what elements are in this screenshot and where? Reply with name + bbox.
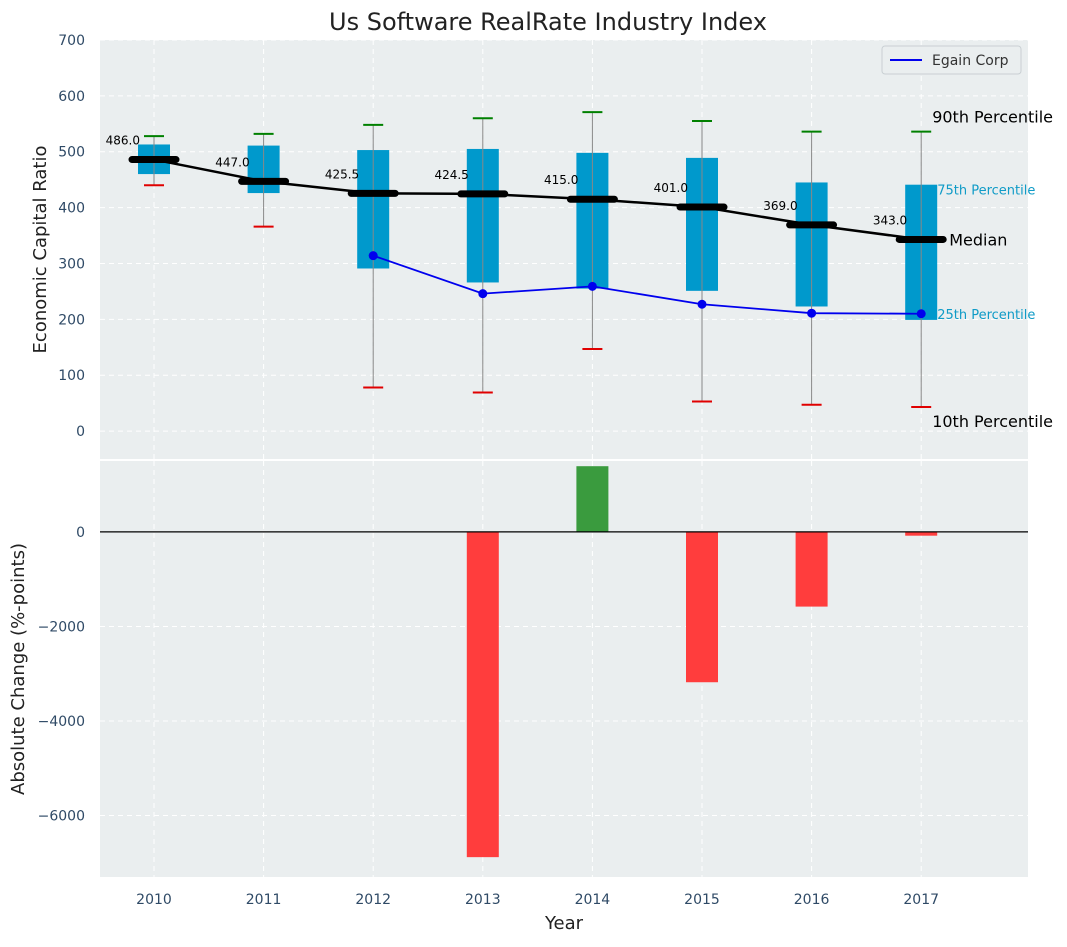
bottom-ytick-label-3: −6000 — [38, 809, 85, 825]
xtick-label-2012: 2012 — [355, 892, 391, 908]
xtick-label-2010: 2010 — [136, 892, 172, 908]
top-panel-background — [100, 40, 1028, 459]
xtick-label-2017: 2017 — [903, 892, 939, 908]
median-label-2017: 343.0 — [873, 213, 907, 227]
median-label-2012: 425.5 — [325, 167, 359, 181]
chart-title: Us Software RealRate Industry Index — [329, 8, 767, 36]
xtick-label-2014: 2014 — [575, 892, 611, 908]
bottom-ytick-label-1: −2000 — [38, 619, 85, 635]
median-label-2011: 447.0 — [215, 155, 249, 169]
top-ytick-label-500: 500 — [58, 145, 85, 161]
legend-label-egain-corp: Egain Corp — [932, 53, 1009, 69]
xtick-label-2013: 2013 — [465, 892, 501, 908]
annotation-p90: 90th Percentile — [932, 108, 1053, 127]
median-label-2014: 415.0 — [544, 173, 578, 187]
change-bar-2017 — [905, 531, 938, 536]
change-bar-2013 — [466, 531, 499, 858]
company-point-2013 — [478, 289, 488, 299]
legend-box — [881, 45, 1022, 75]
annotation-p10: 10th Percentile — [932, 412, 1053, 431]
annotation-median: Median — [949, 230, 1007, 249]
annotation-p25: 25th Percentile — [937, 308, 1035, 323]
top-ytick-label-600: 600 — [58, 89, 85, 105]
median-label-2016: 369.0 — [763, 199, 797, 213]
top-y-axis-label: Economic Capital Ratio — [30, 146, 51, 354]
company-point-2016 — [807, 308, 817, 318]
median-label-2015: 401.0 — [654, 181, 688, 195]
top-ytick-label-200: 200 — [58, 312, 85, 328]
company-point-2012 — [368, 251, 378, 261]
bottom-ytick-label-0: 0 — [76, 525, 85, 541]
change-bar-2015 — [686, 531, 718, 683]
median-label-2013: 424.5 — [434, 168, 468, 182]
annotation-p75: 75th Percentile — [937, 184, 1035, 199]
bottom-y-axis-label: Absolute Change (%-points) — [8, 543, 29, 795]
company-line-egain-corp — [372, 254, 922, 315]
top-ytick-label-700: 700 — [58, 33, 85, 49]
top-ytick-label-100: 100 — [58, 368, 85, 384]
xtick-label-2015: 2015 — [684, 892, 720, 908]
xtick-label-2016: 2016 — [794, 892, 830, 908]
xtick-label-2011: 2011 — [246, 892, 282, 908]
top-ytick-label-300: 300 — [58, 256, 85, 272]
change-bar-2016 — [795, 531, 828, 607]
company-point-2014 — [587, 281, 597, 291]
top-ytick-label-400: 400 — [58, 201, 85, 217]
bottom-ytick-label-2: −4000 — [38, 714, 85, 730]
change-bar-2014 — [576, 466, 609, 532]
company-point-2015 — [697, 299, 707, 309]
median-label-2010: 486.0 — [106, 134, 140, 148]
x-axis-label: Year — [544, 913, 584, 934]
top-ytick-label-0: 0 — [76, 424, 85, 440]
bottom-panel-background — [100, 461, 1028, 877]
company-point-2017 — [916, 309, 926, 319]
